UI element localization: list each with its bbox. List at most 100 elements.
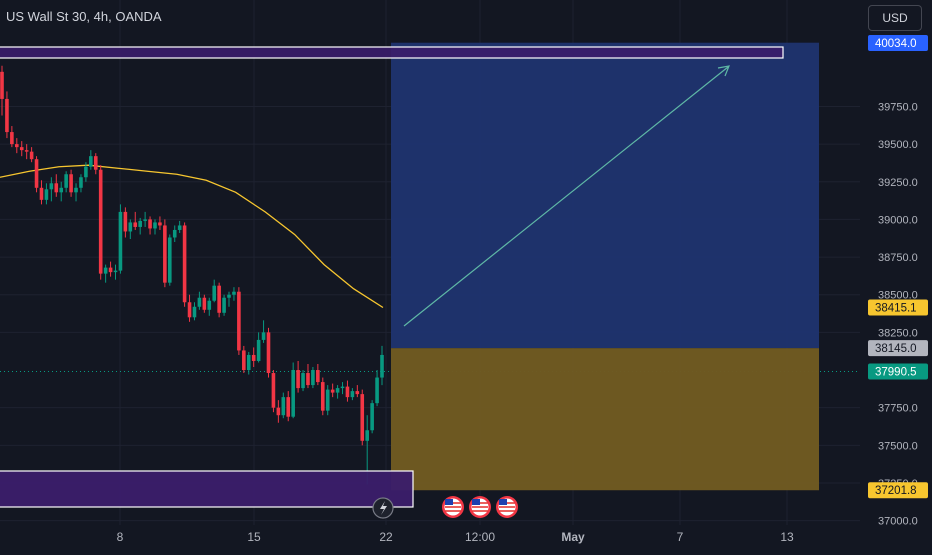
candle-body [0, 71, 4, 99]
candle-body [227, 294, 231, 298]
time-tick-label: 12:00 [465, 530, 495, 544]
loss-zone[interactable] [391, 348, 819, 491]
price-tick-label: 38500.0 [878, 290, 918, 302]
candles [0, 65, 384, 485]
time-axis[interactable]: 8 15 22 12:00 May 7 13 [117, 530, 794, 544]
price-tick-label: 38750.0 [878, 252, 918, 264]
candle-body [138, 220, 142, 227]
position-zones[interactable] [391, 42, 819, 491]
candle-body [311, 370, 315, 386]
candle-body [163, 225, 167, 283]
candle-body [306, 373, 310, 386]
price-badge [868, 363, 928, 380]
candle-body [148, 219, 152, 229]
candle-body [24, 150, 29, 152]
candle-body [89, 156, 93, 167]
candle-body [256, 339, 261, 361]
time-tick-label: 13 [780, 530, 794, 544]
candle-body [69, 174, 73, 193]
candle-body [340, 386, 345, 389]
candle-body [153, 222, 157, 229]
flag-canton [445, 499, 453, 505]
price-badge [868, 482, 928, 499]
price-tick-label: 37750.0 [878, 403, 918, 415]
support-rectangle[interactable] [0, 470, 414, 508]
candle-body [93, 156, 98, 170]
price-tick-label: 39750.0 [878, 101, 918, 113]
candle-body [113, 270, 118, 273]
candle-body [10, 132, 14, 145]
price-axis-bg [861, 0, 932, 550]
candle-body [118, 211, 123, 271]
candle-body [320, 382, 325, 411]
candle-body [330, 389, 335, 393]
candle-body [276, 407, 281, 416]
candle-body [261, 332, 266, 340]
candle-body [217, 285, 221, 313]
candle-body [158, 222, 162, 226]
profit-zone[interactable] [391, 42, 819, 349]
us-flag-icon[interactable] [469, 496, 491, 518]
candle-body [49, 183, 54, 190]
price-tick-label: 39250.0 [878, 177, 918, 189]
candle-body [232, 291, 236, 295]
price-badge-label: 38145.0 [875, 343, 917, 355]
drawings[interactable] [0, 46, 784, 508]
candle-body [212, 285, 217, 301]
candle-body [251, 354, 256, 361]
price-axis[interactable]: 39750.0 39500.0 39250.0 39000.0 38750.0 38500… [861, 0, 932, 550]
time-tick-label: 15 [247, 530, 261, 544]
price-tick-label: 37500.0 [878, 440, 918, 452]
time-tick-label: 8 [117, 530, 124, 544]
candle-body [202, 297, 207, 310]
time-tick-label: 7 [677, 530, 684, 544]
price-tick-label: 39500.0 [878, 139, 918, 151]
us-flag-icon[interactable] [442, 496, 464, 518]
trend-arrow-head[interactable] [717, 65, 730, 77]
candle-body [375, 377, 379, 404]
candle-body [133, 222, 138, 227]
candle-body [242, 350, 246, 371]
candle-body [380, 354, 384, 378]
price-tick-label: 38250.0 [878, 327, 918, 339]
candle-body [345, 386, 350, 398]
candle-body [237, 291, 241, 351]
trend-arrow-line[interactable] [403, 66, 729, 327]
candle-body [301, 373, 305, 389]
us-flag-icon[interactable] [496, 496, 518, 518]
candle-body [19, 147, 24, 151]
flag-canton [499, 499, 507, 505]
candle-body [64, 174, 68, 188]
candle-body [316, 370, 320, 383]
candle-body [182, 225, 187, 303]
candle-body [281, 397, 286, 416]
candle-body [59, 187, 64, 193]
resistance-rectangle[interactable] [0, 46, 784, 59]
event-markers[interactable] [372, 496, 518, 519]
candle-body [108, 267, 113, 273]
candle-body [84, 166, 88, 178]
candle-body [74, 187, 78, 193]
candle-body [246, 354, 251, 371]
price-badge [868, 299, 928, 316]
price-badge-label: 38415.1 [875, 303, 917, 315]
candle-body [103, 267, 108, 274]
price-badge-label: 40034.0 [875, 38, 917, 50]
candle-body [360, 394, 365, 441]
candle-body [29, 151, 34, 160]
currency-button[interactable]: USD [868, 5, 922, 31]
price-badge [868, 35, 928, 51]
candle-body [192, 306, 197, 318]
candle-body [365, 430, 369, 441]
symbol-title[interactable]: US Wall St 30, 4h, OANDA [6, 9, 162, 24]
candle-body [286, 397, 291, 417]
candle-body [172, 229, 177, 238]
candle-body [54, 183, 59, 193]
candle-body [177, 225, 182, 230]
price-tick-label: 39000.0 [878, 214, 918, 226]
price-tick-label: 37000.0 [878, 516, 918, 528]
price-badge-label: 37990.5 [875, 366, 917, 378]
candle-body [98, 169, 103, 274]
